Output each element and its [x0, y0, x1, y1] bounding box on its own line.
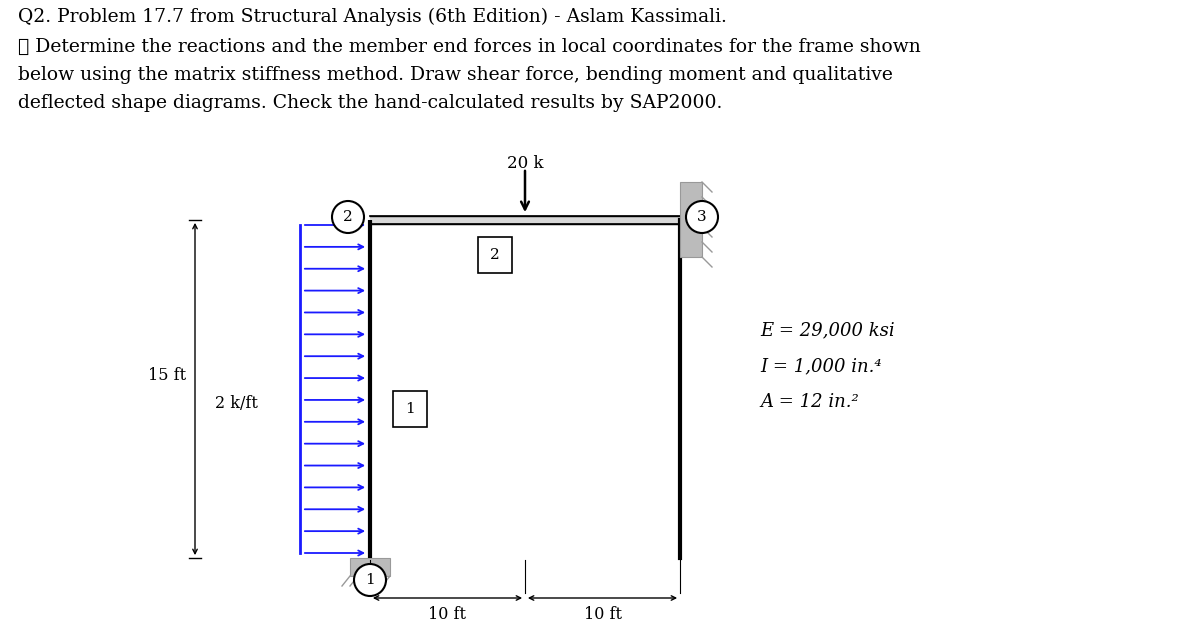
Circle shape [332, 201, 364, 233]
Bar [350, 558, 390, 576]
Text: 2: 2 [343, 210, 353, 224]
Circle shape [686, 201, 718, 233]
Circle shape [354, 564, 386, 596]
Text: 1: 1 [365, 573, 374, 587]
Text: ❖ Determine the reactions and the member end forces in local coordinates for the: ❖ Determine the reactions and the member… [18, 38, 920, 56]
FancyBboxPatch shape [394, 391, 427, 427]
FancyBboxPatch shape [478, 237, 512, 273]
Text: A = 12 in.²: A = 12 in.² [760, 393, 859, 411]
Text: 1: 1 [406, 402, 415, 416]
Text: 2: 2 [490, 248, 500, 262]
Text: E = 29,000 ksi: E = 29,000 ksi [760, 321, 895, 339]
Bar [680, 182, 702, 257]
Text: 10 ft: 10 ft [583, 606, 622, 623]
Text: deflected shape diagrams. Check the hand-calculated results by SAP2000.: deflected shape diagrams. Check the hand… [18, 94, 722, 112]
Text: 20 k: 20 k [506, 155, 544, 172]
Text: I = 1,000 in.⁴: I = 1,000 in.⁴ [760, 357, 882, 375]
Text: 15 ft: 15 ft [148, 366, 186, 383]
Text: 10 ft: 10 ft [428, 606, 467, 623]
Text: Q2. Problem 17.7 from Structural Analysis (6th Edition) - Aslam Kassimali.: Q2. Problem 17.7 from Structural Analysi… [18, 8, 727, 26]
Text: below using the matrix stiffness method. Draw shear force, bending moment and qu: below using the matrix stiffness method.… [18, 66, 893, 84]
Text: 3: 3 [697, 210, 707, 224]
Text: 2 k/ft: 2 k/ft [215, 395, 258, 412]
